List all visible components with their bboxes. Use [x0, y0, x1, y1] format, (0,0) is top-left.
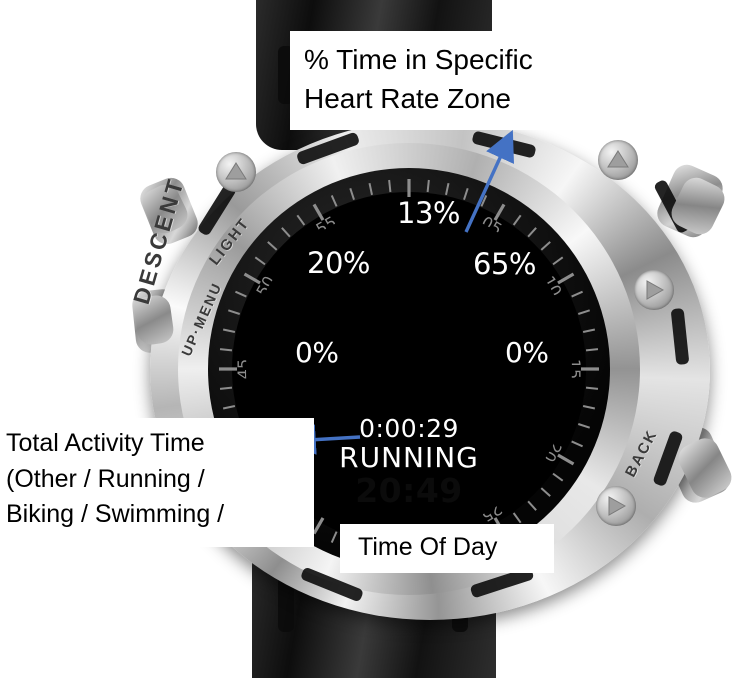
bezel-tick	[512, 512, 522, 524]
bezel-tick	[222, 405, 236, 410]
zone2-percent-label: 20%	[307, 246, 370, 280]
bezel-tick	[267, 241, 278, 251]
annotation-total-line2: (Other / Running /	[6, 464, 205, 493]
zone3-percent-label: 13%	[397, 196, 460, 230]
activity-name-readout: RUNNING	[339, 441, 479, 474]
bezel-tick	[571, 290, 583, 298]
bezel-tick	[480, 195, 488, 207]
bezel-tick	[527, 500, 537, 511]
bezel-tick	[254, 256, 266, 266]
zone5-percent-label: 0%	[505, 336, 549, 369]
bezel-tick	[243, 272, 261, 285]
bezel-tick	[296, 214, 306, 226]
time-of-day-readout: 20:49	[355, 471, 463, 510]
bezel-tick	[235, 290, 247, 298]
bezel-tick	[577, 309, 591, 315]
bezel-tick	[426, 179, 430, 193]
bezel-tick	[552, 472, 564, 482]
annotation-tod-line1: Time Of Day	[358, 533, 498, 561]
case-screw-bottom-right	[596, 486, 636, 526]
annotation-hr-line2: Heart Rate Zone	[304, 82, 511, 114]
bezel-tick	[571, 440, 583, 448]
zone1-percent-label: 0%	[295, 336, 339, 369]
bezel-tick	[330, 195, 338, 207]
bezel-tick	[557, 453, 575, 466]
bezel-tick	[582, 405, 596, 410]
bezel-tick	[540, 241, 551, 251]
bezel-tick	[463, 187, 469, 201]
annotation-total-activity-time: Total Activity Time (Other / Running / B…	[0, 418, 314, 547]
bezel-tick	[585, 386, 599, 390]
bezel-tick	[552, 256, 564, 266]
case-screw-top-right	[598, 140, 638, 180]
bezel-tick	[368, 182, 373, 196]
bezel-tick	[585, 348, 599, 352]
bezel-tick	[527, 227, 537, 238]
case-screw-right	[634, 270, 674, 310]
bezel-tick	[227, 309, 241, 315]
bezel-tick	[312, 203, 325, 221]
case-screw-top-left	[216, 152, 256, 192]
bezel-tick	[219, 348, 233, 352]
annotation-total-line1: Total Activity Time	[6, 429, 205, 457]
bezel-tick	[388, 179, 392, 193]
bezel-tick	[312, 517, 325, 535]
annotation-heart-rate-zone: % Time in Specific Heart Rate Zone	[290, 31, 612, 131]
bezel-tick	[349, 187, 355, 201]
bezel-tick	[557, 272, 575, 285]
annotation-time-of-day: Time Of Day	[340, 524, 554, 573]
annotation-total-line3: Biking / Swimming /	[6, 500, 225, 528]
bezel-tick	[219, 386, 233, 390]
bezel-tick	[540, 487, 551, 497]
bezel-tick	[582, 328, 596, 333]
bezel-tick	[577, 423, 591, 429]
bezel-tick	[445, 182, 450, 196]
bezel-tick	[512, 214, 522, 226]
annotation-hr-line1: % Time in Specific	[304, 44, 533, 75]
bezel-tick	[281, 227, 291, 238]
zone4-percent-label: 65%	[473, 247, 536, 281]
bezel-tick	[222, 328, 236, 333]
bezel-tick	[330, 531, 338, 543]
activity-time-readout: 0:00:29	[359, 414, 459, 443]
